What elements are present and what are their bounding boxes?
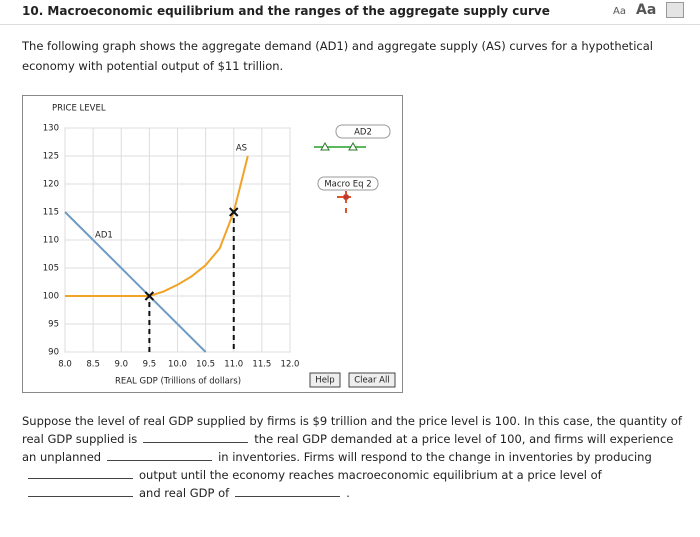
- palette-macro-eq[interactable]: Macro Eq 2: [317, 176, 379, 213]
- series-label: AS: [236, 144, 247, 154]
- question: Suppose the level of real GDP supplied b…: [22, 412, 682, 502]
- answer-blank[interactable]: [107, 448, 213, 461]
- intro-text: The following graph shows the aggregate …: [22, 39, 653, 73]
- y-tick-label: 120: [43, 180, 59, 190]
- y-tick-label: 100: [43, 292, 59, 302]
- series-line: [65, 155, 249, 297]
- y-tick-label: 125: [43, 152, 59, 162]
- equilibrium-marker: [229, 207, 239, 217]
- button-label[interactable]: Help: [315, 376, 334, 386]
- palette-box[interactable]: [335, 124, 391, 139]
- y-tick-label: 95: [48, 320, 59, 330]
- print-icon[interactable]: [666, 2, 684, 18]
- x-tick-label: 8.5: [86, 360, 100, 370]
- x-tick-label: 9.5: [143, 360, 157, 370]
- answer-blank[interactable]: [235, 484, 341, 497]
- y-axis-label: PRICE LEVEL: [52, 104, 106, 114]
- x-tick-label: 8.0: [58, 360, 72, 370]
- x-tick-label: 10.0: [168, 360, 187, 370]
- button-box[interactable]: [309, 372, 341, 388]
- divider: [0, 24, 700, 25]
- palette-label[interactable]: AD2: [354, 128, 372, 138]
- question-text: the real GDP demanded at a price level o…: [22, 432, 674, 464]
- x-tick-label: 11.0: [224, 360, 243, 370]
- question-text: Suppose the level of real GDP supplied b…: [22, 414, 682, 446]
- palette-icon[interactable]: [320, 141, 358, 151]
- answer-blank[interactable]: [28, 466, 133, 479]
- question-text: in inventories. Firms will respond to th…: [218, 450, 652, 464]
- palette-box[interactable]: [317, 176, 379, 191]
- palette-line[interactable]: [337, 191, 351, 213]
- x-tick-label: 9.0: [114, 360, 128, 370]
- font-size-large[interactable]: Aa: [636, 2, 657, 18]
- help-button[interactable]: Help: [309, 372, 341, 388]
- button-label[interactable]: Clear All: [354, 376, 389, 386]
- y-tick-label: 90: [48, 348, 59, 358]
- x-tick-label: 11.5: [252, 360, 271, 370]
- clear-button[interactable]: Clear All: [348, 372, 396, 388]
- y-tick-label: 130: [43, 124, 59, 134]
- y-tick-label: 110: [43, 236, 59, 246]
- answer-blank[interactable]: [28, 484, 133, 497]
- font-size-small[interactable]: Aa: [613, 6, 626, 17]
- y-tick-label: 105: [43, 264, 59, 274]
- y-tick-label: 115: [43, 208, 59, 218]
- answer-blank[interactable]: [143, 430, 249, 443]
- chart: PRICE LEVEL REAL GDP (Trillions of dolla…: [22, 95, 403, 393]
- button-box[interactable]: [348, 372, 396, 388]
- series-line: [64, 211, 207, 353]
- palette-label[interactable]: Macro Eq 2: [324, 180, 371, 190]
- palette-icon[interactable]: [343, 194, 349, 200]
- question-text: and real GDP of: [139, 486, 230, 500]
- x-tick-label: 12.0: [281, 360, 300, 370]
- question-text: .: [346, 486, 350, 500]
- series-label: AD1: [95, 231, 113, 241]
- header-title: 10. Macroeconomic equilibrium and the ra…: [22, 4, 550, 18]
- palette-ad2[interactable]: AD2: [314, 124, 391, 151]
- question-text: output until the economy reaches macroec…: [139, 468, 602, 482]
- x-axis-label: REAL GDP (Trillions of dollars): [115, 377, 241, 387]
- equilibrium-marker: [144, 291, 155, 301]
- x-tick-label: 10.5: [196, 360, 215, 370]
